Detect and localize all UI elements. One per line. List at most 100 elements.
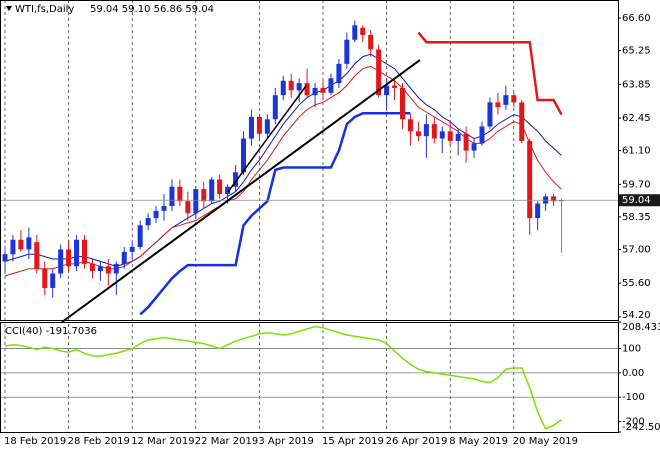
- x-tick-label: 3 Apr 2019: [258, 436, 313, 447]
- candle-body: [113, 263, 119, 274]
- candle-body: [320, 87, 326, 93]
- candle-body: [439, 131, 445, 139]
- candle-body: [272, 95, 278, 120]
- x-tick-label: 20 May 2019: [513, 436, 578, 447]
- candle-body: [241, 138, 246, 173]
- candle-body: [105, 266, 111, 274]
- candle-body: [97, 266, 103, 272]
- candle-body: [233, 172, 239, 187]
- candle-body: [527, 140, 533, 219]
- candle-body: [248, 116, 254, 139]
- candle-body: [352, 25, 358, 40]
- candle-body: [407, 119, 413, 132]
- cci-title: CCI(40) -191.7036: [5, 326, 97, 337]
- candle-body: [559, 200, 564, 202]
- candle-body: [217, 179, 223, 194]
- candle-body: [304, 83, 310, 96]
- candle-body: [280, 80, 286, 96]
- current-price-box: [619, 194, 660, 207]
- indicator-line: [139, 112, 411, 316]
- y-tick-label: 66.60: [622, 13, 651, 24]
- y-tick-label: 58.35: [622, 212, 651, 223]
- candle-body: [2, 254, 8, 262]
- y-tick-label: 0.00: [622, 368, 644, 379]
- trend-line: [227, 85, 307, 193]
- current-price-label: 59.04: [622, 195, 651, 206]
- ohlc-text: 59.04 59.10 56.86 59.04: [90, 4, 214, 15]
- y-tick-label: 55.60: [622, 278, 651, 289]
- candle-body: [121, 251, 127, 264]
- candle-body: [256, 116, 262, 134]
- y-tick-label: 54.20: [622, 310, 651, 321]
- candle-body: [66, 249, 72, 267]
- candle-body: [328, 78, 334, 93]
- candle-body: [511, 95, 517, 103]
- y-tick-label: 61.10: [622, 146, 651, 157]
- candle-body: [193, 189, 199, 214]
- candle-body: [177, 186, 183, 202]
- candle-body: [423, 124, 429, 137]
- candle-body: [137, 225, 143, 247]
- x-tick-label: 18 Feb 2019: [4, 436, 66, 447]
- y-tick-label: 208.4337: [622, 322, 660, 333]
- candle-body: [209, 179, 215, 202]
- x-tick-label: 12 Mar 2019: [131, 436, 194, 447]
- candle-body: [145, 218, 151, 226]
- candle-body: [392, 85, 398, 88]
- y-tick-label: 59.70: [622, 179, 651, 190]
- candle-body: [153, 210, 159, 219]
- candle-body: [519, 102, 525, 141]
- price-panel-frame: [0, 0, 619, 321]
- y-tick-label: -200: [622, 417, 645, 428]
- candle-body: [487, 102, 493, 127]
- candle-body: [185, 201, 191, 214]
- candle-body: [368, 34, 374, 50]
- x-tick-label: 22 Mar 2019: [195, 436, 258, 447]
- candle-body: [10, 239, 16, 255]
- candle-body: [161, 206, 167, 211]
- candle-body: [288, 80, 294, 91]
- indicator-line: [4, 53, 562, 267]
- y-tick-label: 65.25: [622, 46, 651, 57]
- candle-body: [42, 268, 48, 288]
- candle-body: [400, 87, 405, 120]
- candle-body: [82, 239, 87, 264]
- indicator-line: [4, 65, 562, 277]
- x-tick-label: 26 Apr 2019: [386, 436, 448, 447]
- candle-body: [336, 63, 342, 84]
- candle-body: [344, 39, 350, 64]
- chart-title: WTI,fs,Daily: [15, 4, 74, 15]
- candle-body: [551, 196, 557, 202]
- candle-body: [264, 119, 270, 134]
- candle-body: [169, 186, 175, 207]
- trend-line: [61, 59, 421, 323]
- candle-body: [225, 186, 231, 194]
- candle-body: [201, 189, 207, 202]
- y-tick-label: 62.45: [622, 113, 651, 124]
- y-tick-label: 63.85: [622, 79, 651, 90]
- y-tick-label: -242.504: [622, 422, 660, 433]
- x-tick-label: 28 Feb 2019: [68, 436, 130, 447]
- candle-body: [535, 203, 541, 219]
- x-tick-label: 15 Apr 2019: [322, 436, 384, 447]
- candle-body: [50, 273, 56, 288]
- collapse-icon: [6, 6, 12, 11]
- candle-body: [360, 27, 366, 35]
- candle-body: [312, 87, 318, 96]
- candle-body: [376, 49, 382, 96]
- candle-body: [447, 131, 453, 141]
- candle-body: [74, 239, 80, 267]
- candle-body: [129, 246, 135, 252]
- cci-panel-frame: [0, 322, 619, 433]
- indicator-line: [4, 325, 562, 430]
- candle-body: [471, 143, 477, 151]
- candle-body: [431, 124, 437, 139]
- candle-body: [34, 242, 40, 269]
- candle-body: [463, 133, 469, 151]
- candle-body: [18, 239, 24, 250]
- x-tick-label: 8 May 2019: [449, 436, 508, 447]
- candle-body: [503, 95, 509, 105]
- candle-body: [495, 102, 501, 108]
